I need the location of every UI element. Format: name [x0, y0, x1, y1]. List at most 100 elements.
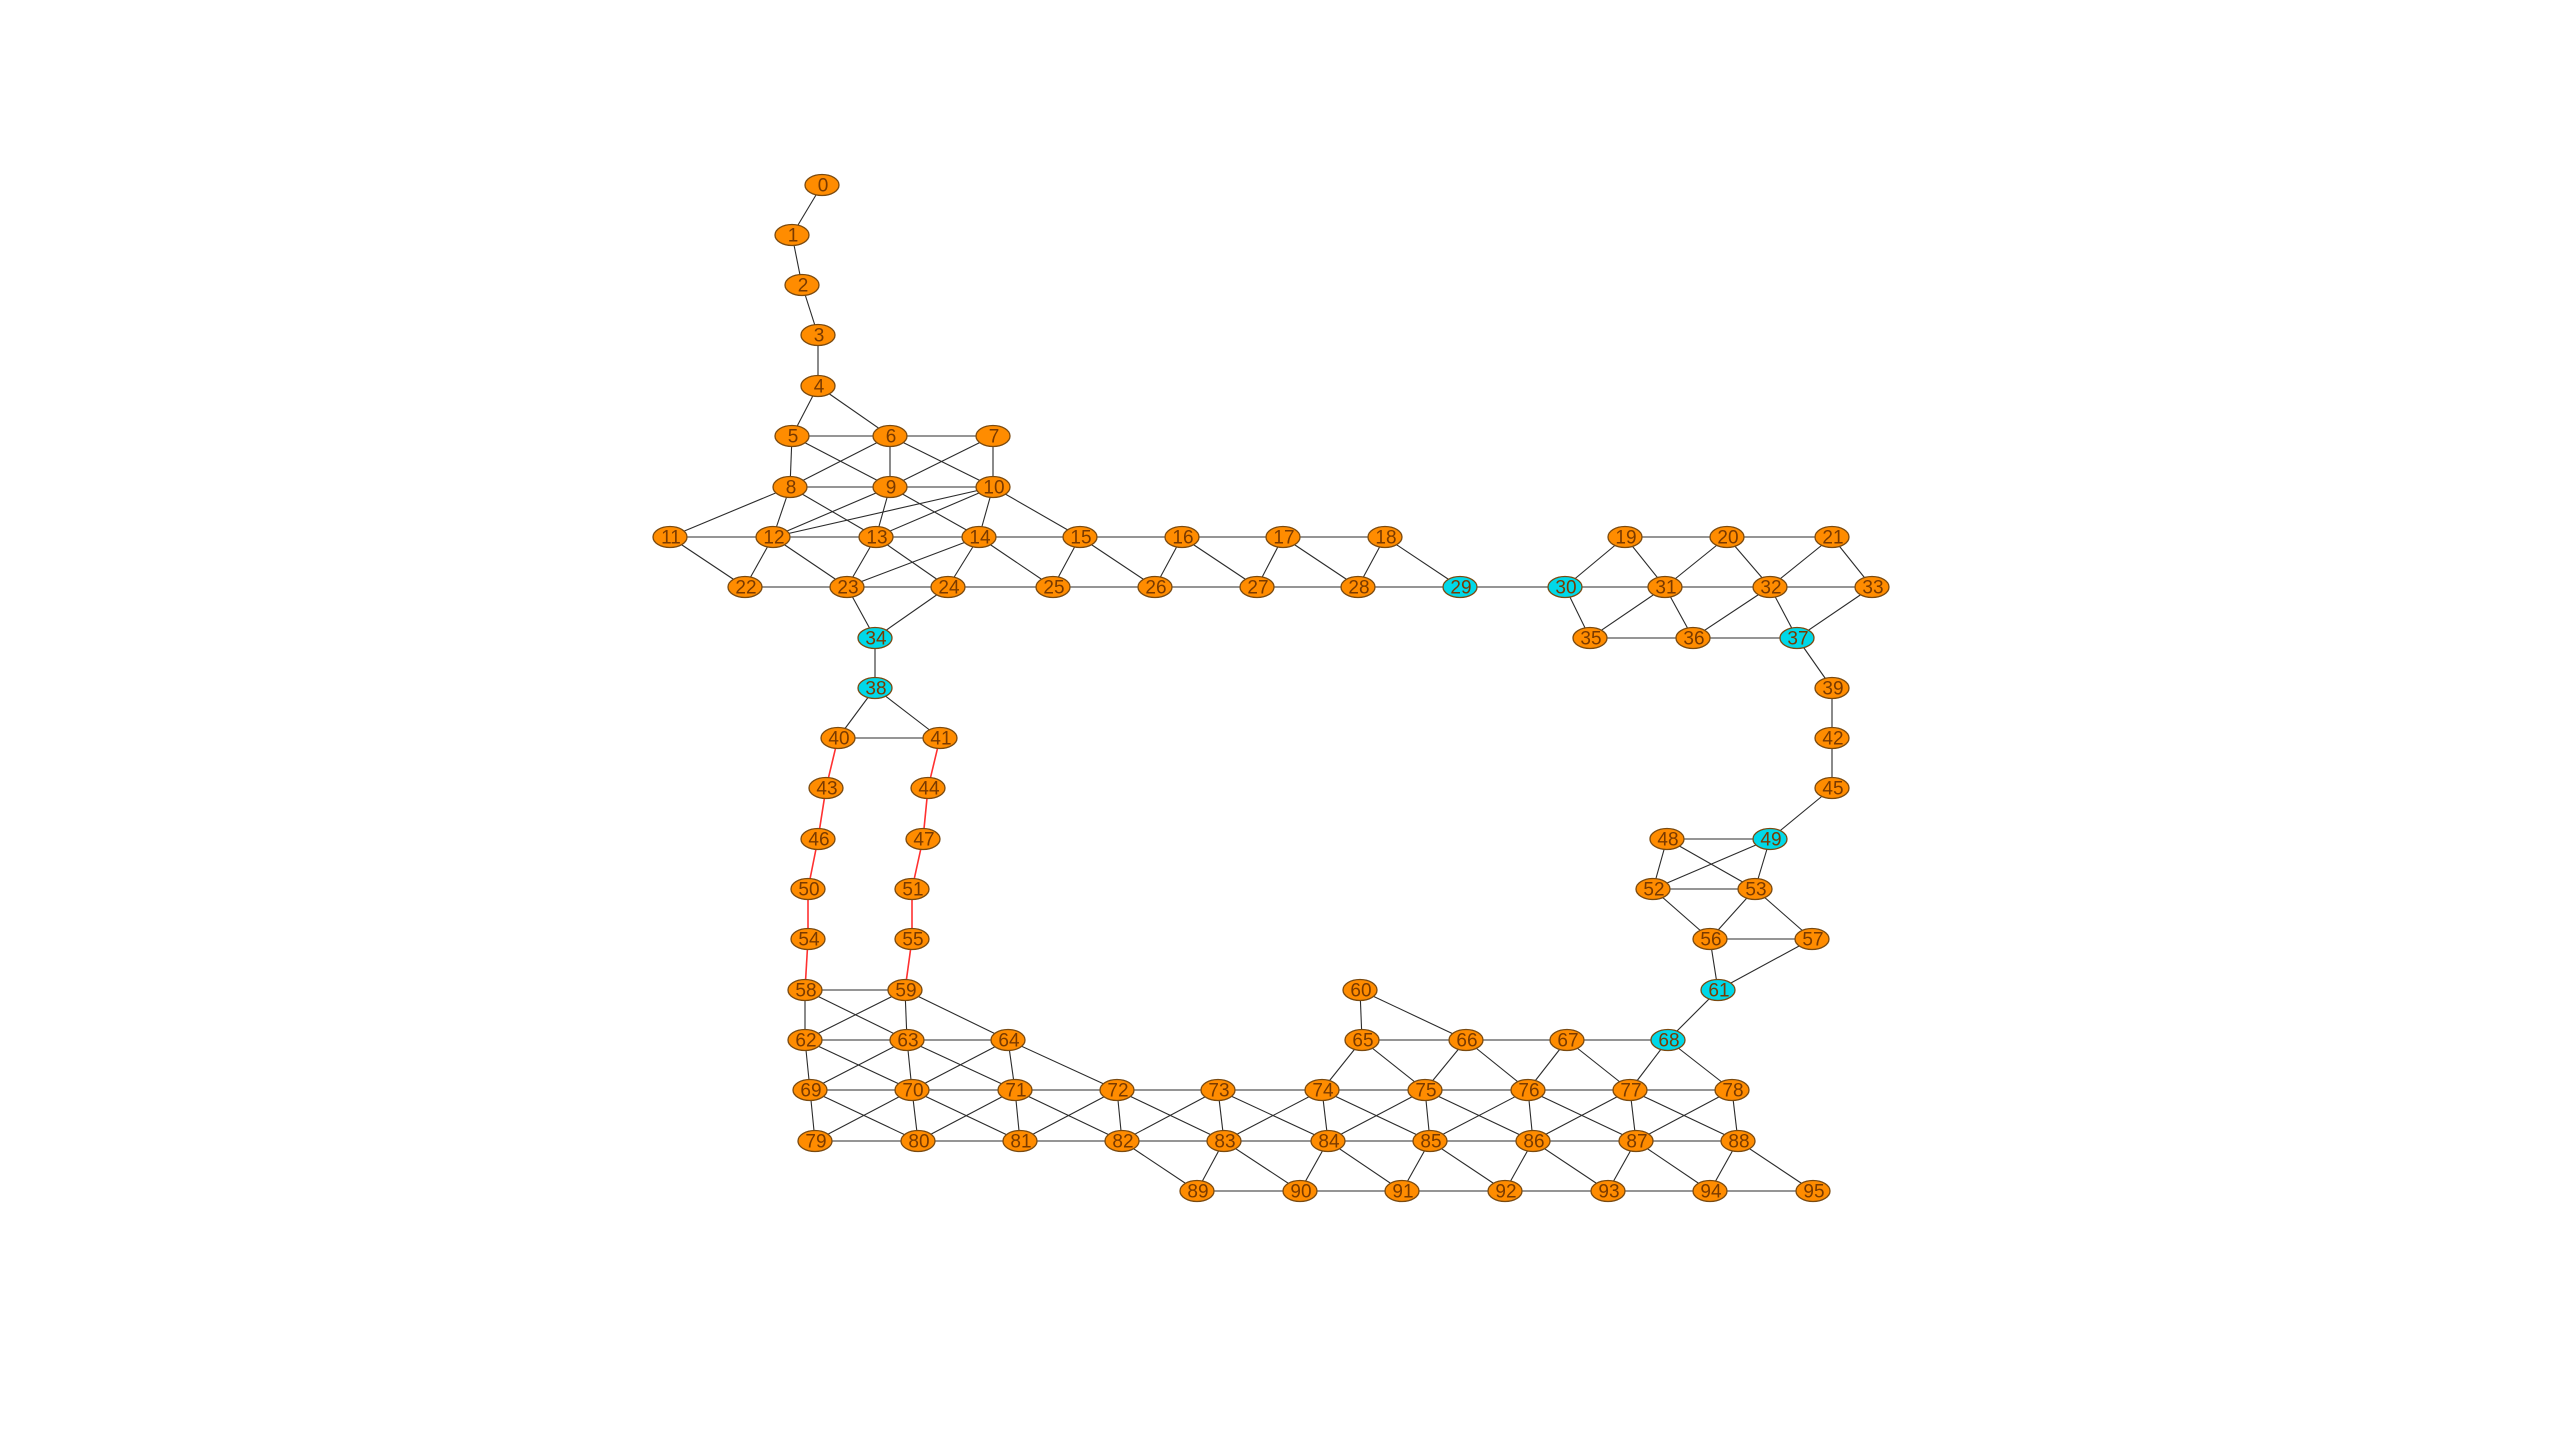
node-48[interactable]: 48: [1649, 827, 1685, 851]
node-88[interactable]: 88: [1720, 1129, 1756, 1153]
node-77[interactable]: 77: [1612, 1078, 1648, 1102]
node-92[interactable]: 92: [1487, 1179, 1523, 1203]
node-32[interactable]: 32: [1752, 575, 1788, 599]
node-57[interactable]: 57: [1794, 927, 1830, 951]
node-33[interactable]: 33: [1854, 575, 1890, 599]
node-25[interactable]: 25: [1035, 575, 1071, 599]
node-40[interactable]: 40: [820, 726, 856, 750]
node-42[interactable]: 42: [1814, 726, 1850, 750]
node-59[interactable]: 59: [887, 978, 923, 1002]
node-27[interactable]: 27: [1239, 575, 1275, 599]
node-91[interactable]: 91: [1384, 1179, 1420, 1203]
node-43[interactable]: 43: [808, 776, 844, 800]
node-87[interactable]: 87: [1618, 1129, 1654, 1153]
node-26[interactable]: 26: [1137, 575, 1173, 599]
node-11[interactable]: 11: [652, 525, 688, 549]
node-52[interactable]: 52: [1635, 877, 1671, 901]
node-37[interactable]: 37: [1779, 626, 1815, 650]
node-13[interactable]: 13: [858, 525, 894, 549]
node-15[interactable]: 15: [1062, 525, 1098, 549]
node-61[interactable]: 61: [1700, 978, 1736, 1002]
node-83[interactable]: 83: [1206, 1129, 1242, 1153]
node-36[interactable]: 36: [1675, 626, 1711, 650]
node-31[interactable]: 31: [1647, 575, 1683, 599]
node-69[interactable]: 69: [792, 1078, 828, 1102]
node-67[interactable]: 67: [1549, 1028, 1585, 1052]
node-80[interactable]: 80: [900, 1129, 936, 1153]
node-44[interactable]: 44: [910, 776, 946, 800]
node-85[interactable]: 85: [1412, 1129, 1448, 1153]
node-14[interactable]: 14: [961, 525, 997, 549]
node-20[interactable]: 20: [1709, 525, 1745, 549]
node-51[interactable]: 51: [894, 877, 930, 901]
node-39[interactable]: 39: [1814, 676, 1850, 700]
node-71[interactable]: 71: [997, 1078, 1033, 1102]
node-7[interactable]: 7: [975, 424, 1011, 448]
node-50[interactable]: 50: [790, 877, 826, 901]
node-10[interactable]: 10: [975, 475, 1011, 499]
node-68[interactable]: 68: [1650, 1028, 1686, 1052]
node-9[interactable]: 9: [872, 475, 908, 499]
node-12[interactable]: 12: [755, 525, 791, 549]
node-65[interactable]: 65: [1344, 1028, 1380, 1052]
node-2[interactable]: 2: [784, 273, 820, 297]
node-78[interactable]: 78: [1714, 1078, 1750, 1102]
node-94[interactable]: 94: [1692, 1179, 1728, 1203]
node-shape: [975, 424, 1011, 448]
node-34[interactable]: 34: [857, 626, 893, 650]
node-45[interactable]: 45: [1814, 776, 1850, 800]
node-54[interactable]: 54: [790, 927, 826, 951]
node-label: 94: [1700, 1182, 1722, 1203]
node-62[interactable]: 62: [787, 1028, 823, 1052]
node-28[interactable]: 28: [1340, 575, 1376, 599]
node-79[interactable]: 79: [797, 1129, 833, 1153]
node-93[interactable]: 93: [1590, 1179, 1626, 1203]
node-17[interactable]: 17: [1265, 525, 1301, 549]
node-29[interactable]: 29: [1442, 575, 1478, 599]
node-23[interactable]: 23: [829, 575, 865, 599]
node-82[interactable]: 82: [1104, 1129, 1140, 1153]
node-0[interactable]: 0: [804, 173, 840, 197]
node-19[interactable]: 19: [1607, 525, 1643, 549]
node-22[interactable]: 22: [727, 575, 763, 599]
node-1[interactable]: 1: [774, 223, 810, 247]
node-24[interactable]: 24: [930, 575, 966, 599]
node-60[interactable]: 60: [1342, 978, 1378, 1002]
node-74[interactable]: 74: [1304, 1078, 1340, 1102]
node-76[interactable]: 76: [1510, 1078, 1546, 1102]
node-63[interactable]: 63: [889, 1028, 925, 1052]
node-46[interactable]: 46: [800, 827, 836, 851]
node-38[interactable]: 38: [857, 676, 893, 700]
node-58[interactable]: 58: [787, 978, 823, 1002]
node-47[interactable]: 47: [905, 827, 941, 851]
node-55[interactable]: 55: [894, 927, 930, 951]
node-18[interactable]: 18: [1367, 525, 1403, 549]
node-8[interactable]: 8: [772, 475, 808, 499]
node-35[interactable]: 35: [1572, 626, 1608, 650]
node-86[interactable]: 86: [1515, 1129, 1551, 1153]
node-21[interactable]: 21: [1814, 525, 1850, 549]
node-30[interactable]: 30: [1547, 575, 1583, 599]
node-90[interactable]: 90: [1282, 1179, 1318, 1203]
node-84[interactable]: 84: [1310, 1129, 1346, 1153]
node-66[interactable]: 66: [1448, 1028, 1484, 1052]
node-5[interactable]: 5: [774, 424, 810, 448]
node-49[interactable]: 49: [1752, 827, 1788, 851]
node-73[interactable]: 73: [1200, 1078, 1236, 1102]
node-41[interactable]: 41: [922, 726, 958, 750]
node-53[interactable]: 53: [1737, 877, 1773, 901]
node-56[interactable]: 56: [1692, 927, 1728, 951]
node-6[interactable]: 6: [872, 424, 908, 448]
node-3[interactable]: 3: [800, 323, 836, 347]
node-4[interactable]: 4: [800, 374, 836, 398]
node-72[interactable]: 72: [1099, 1078, 1135, 1102]
node-64[interactable]: 64: [990, 1028, 1026, 1052]
node-81[interactable]: 81: [1002, 1129, 1038, 1153]
node-70[interactable]: 70: [894, 1078, 930, 1102]
node-89[interactable]: 89: [1179, 1179, 1215, 1203]
node-75[interactable]: 75: [1407, 1078, 1443, 1102]
node-95[interactable]: 95: [1795, 1179, 1831, 1203]
node-16[interactable]: 16: [1164, 525, 1200, 549]
node-shape: [857, 626, 893, 650]
node-shape: [1854, 575, 1890, 599]
